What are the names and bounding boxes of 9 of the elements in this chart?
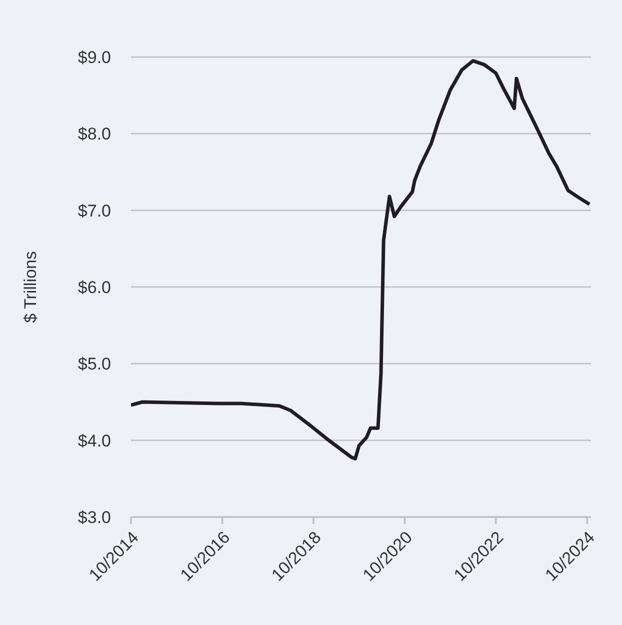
y-tick-label: $8.0	[78, 124, 111, 144]
y-tick-label: $6.0	[78, 278, 111, 298]
y-tick-label: $5.0	[78, 354, 111, 374]
y-tick-label: $4.0	[78, 431, 111, 450]
y-axis-title: $ Trillions	[21, 251, 40, 323]
y-tick-label: $9.0	[78, 48, 111, 68]
y-tick-label: $3.0	[78, 508, 111, 528]
y-tick-label: $7.0	[78, 201, 111, 220]
line-series	[131, 59, 591, 460]
